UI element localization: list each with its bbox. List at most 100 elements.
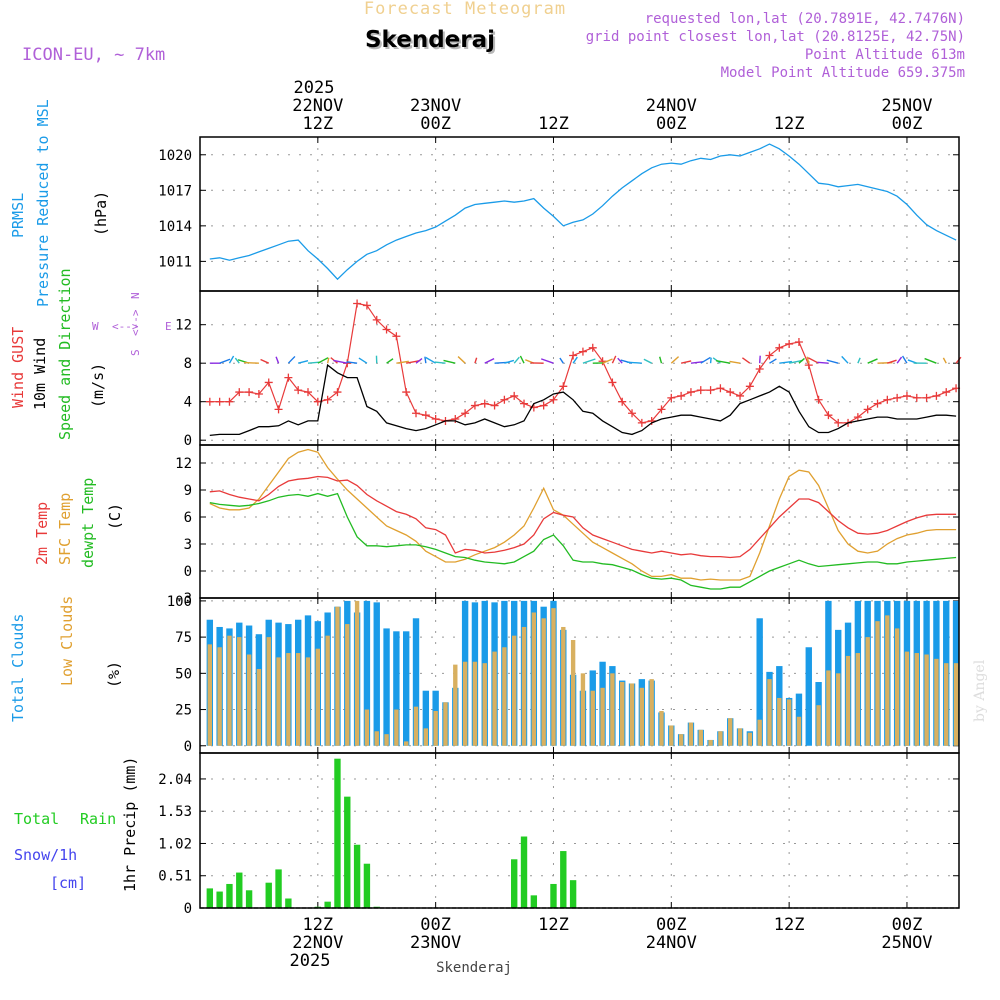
top-year: 2025 (294, 78, 335, 98)
2m-temp-line (209, 475, 957, 559)
wind-gust-point (431, 415, 440, 424)
clouds-tick-label: 50 (175, 666, 192, 682)
rain-bar (511, 859, 518, 908)
wind-border (199, 290, 960, 446)
forecast-title: Forecast Meteogram (364, 0, 566, 19)
wind-direction-arrow (243, 361, 259, 364)
wind-direction-arrow (670, 356, 680, 364)
low-cloud-bar (767, 679, 772, 746)
top-hour-label: 12Z (538, 114, 569, 134)
pressure-labels: PRMSL Pressure Reduced to MSL (hPa) (9, 99, 110, 307)
wind-gust-point (706, 386, 715, 395)
wind-gust-point (549, 395, 558, 404)
wind-gust-point (500, 395, 509, 404)
wind-panel: 0 4 8 12 (175, 290, 962, 449)
top-hour-label: 00Z (656, 114, 687, 134)
wind-gust-point (794, 338, 803, 347)
wind-gust-point (745, 382, 754, 391)
low-cloud-bar (669, 725, 674, 746)
wind-gust-point (893, 393, 902, 402)
wind-gust-point (578, 347, 587, 356)
rain-bar (344, 796, 351, 908)
wind-gust-point (834, 418, 843, 427)
low-cloud-bar (276, 657, 281, 746)
wind-gust-point (922, 393, 931, 402)
wind-gust-point (421, 411, 430, 420)
wind-direction-arrow (386, 358, 394, 364)
precipitation-tick-label: 2.04 (158, 772, 192, 788)
low-cloud-bar (207, 644, 213, 746)
top-date-label: 23NOV (410, 96, 461, 116)
low-cloud-bar (845, 655, 851, 746)
precip-axis-label: 1hr Precip (mm) (121, 757, 139, 892)
rain-bar (569, 880, 577, 908)
low-cloud-bar (374, 731, 379, 746)
low-cloud-bar (944, 663, 949, 746)
wind-tick-label: 0 (184, 433, 192, 449)
temperature-tick-label: 9 (184, 483, 192, 499)
low-cloud-bar (934, 658, 939, 746)
wind-direction-arrow (942, 357, 947, 364)
compass-rose: N S W E <--> <--> (92, 292, 172, 356)
wind-gust-point (470, 401, 479, 410)
wind-direction-arrow (807, 357, 819, 364)
low-cloud-bar (512, 635, 517, 746)
low-cloud-bar (335, 606, 340, 746)
wind-direction-arrow (758, 355, 761, 364)
clouds-panel: 0 25 50 75 100 (167, 594, 960, 755)
temp-dew-label: dewpt Temp (79, 478, 97, 568)
wind-direction-arrow (769, 358, 777, 364)
pressure-tick-label: 1014 (158, 219, 192, 235)
dewpt-temp-line (209, 492, 957, 590)
precipitation-panel: 0 0.51 1.02 1.53 2.04 (158, 752, 960, 917)
temperature-tick-label: -3 (175, 591, 192, 607)
wind-gust-point (215, 397, 224, 406)
low-cloud-bar (580, 673, 586, 746)
compass-arrow-h: <--> (112, 320, 139, 333)
precipitation-border (199, 752, 960, 909)
wind-gust-point (814, 395, 823, 404)
total-cloud-bar (383, 628, 390, 746)
low-cloud-bar (639, 687, 645, 746)
temperature-tick-label: 6 (184, 510, 192, 526)
low-cloud-bar (502, 647, 507, 746)
wind-direction-arrow (219, 358, 231, 364)
precipitation-tick-label: 1.02 (158, 836, 192, 852)
low-cloud-bar (256, 668, 262, 746)
rain-bar (216, 891, 223, 908)
wind-gust-point (755, 364, 764, 373)
wind-gust-point (313, 397, 322, 406)
wind-direction-arrow (709, 357, 712, 364)
hpa-label: (hPa) (92, 191, 110, 236)
clouds-tick-label: 25 (175, 703, 192, 719)
low-cloud-bar (354, 600, 360, 746)
rain-bar (363, 863, 371, 908)
temperature-tick-label: 0 (184, 564, 192, 580)
low-cloud-bar (600, 687, 605, 746)
point-altitude: Point Altitude 613m (805, 47, 965, 63)
compass-n: N (129, 292, 142, 299)
wind-gust-point (559, 382, 568, 391)
clouds-tick-label: 75 (175, 630, 192, 646)
temperature-border (199, 444, 960, 599)
low-cloud-bar (865, 637, 870, 746)
wind-gust-point (657, 405, 666, 414)
low-cloud-bar (737, 728, 743, 746)
wind-tick-label: 8 (184, 356, 192, 372)
low-cloud-bar (953, 663, 959, 746)
wind-gust-point (392, 332, 401, 341)
wind-gust-point (480, 399, 489, 408)
low-cloud-bar (777, 697, 782, 746)
top-date-label: 25NOV (881, 96, 932, 116)
gridpoint-coords: grid point closest lon,lat (20.8125E, 42… (586, 29, 965, 45)
wind-gust-point (637, 418, 646, 427)
total-cloud-bar (756, 618, 763, 746)
location-title-front: Skenderaj (365, 27, 495, 53)
low-cloud-bar (786, 699, 792, 746)
temp-2m-label: 2m Temp (33, 502, 51, 565)
prmsl-long-label: Pressure Reduced to MSL (34, 99, 52, 307)
model-altitude: Model Point Altitude 659.375m (721, 65, 965, 81)
top-hour-label: 12Z (302, 114, 333, 134)
top-date-label: 24NOV (646, 96, 697, 116)
ms-label: (m/s) (89, 363, 107, 408)
